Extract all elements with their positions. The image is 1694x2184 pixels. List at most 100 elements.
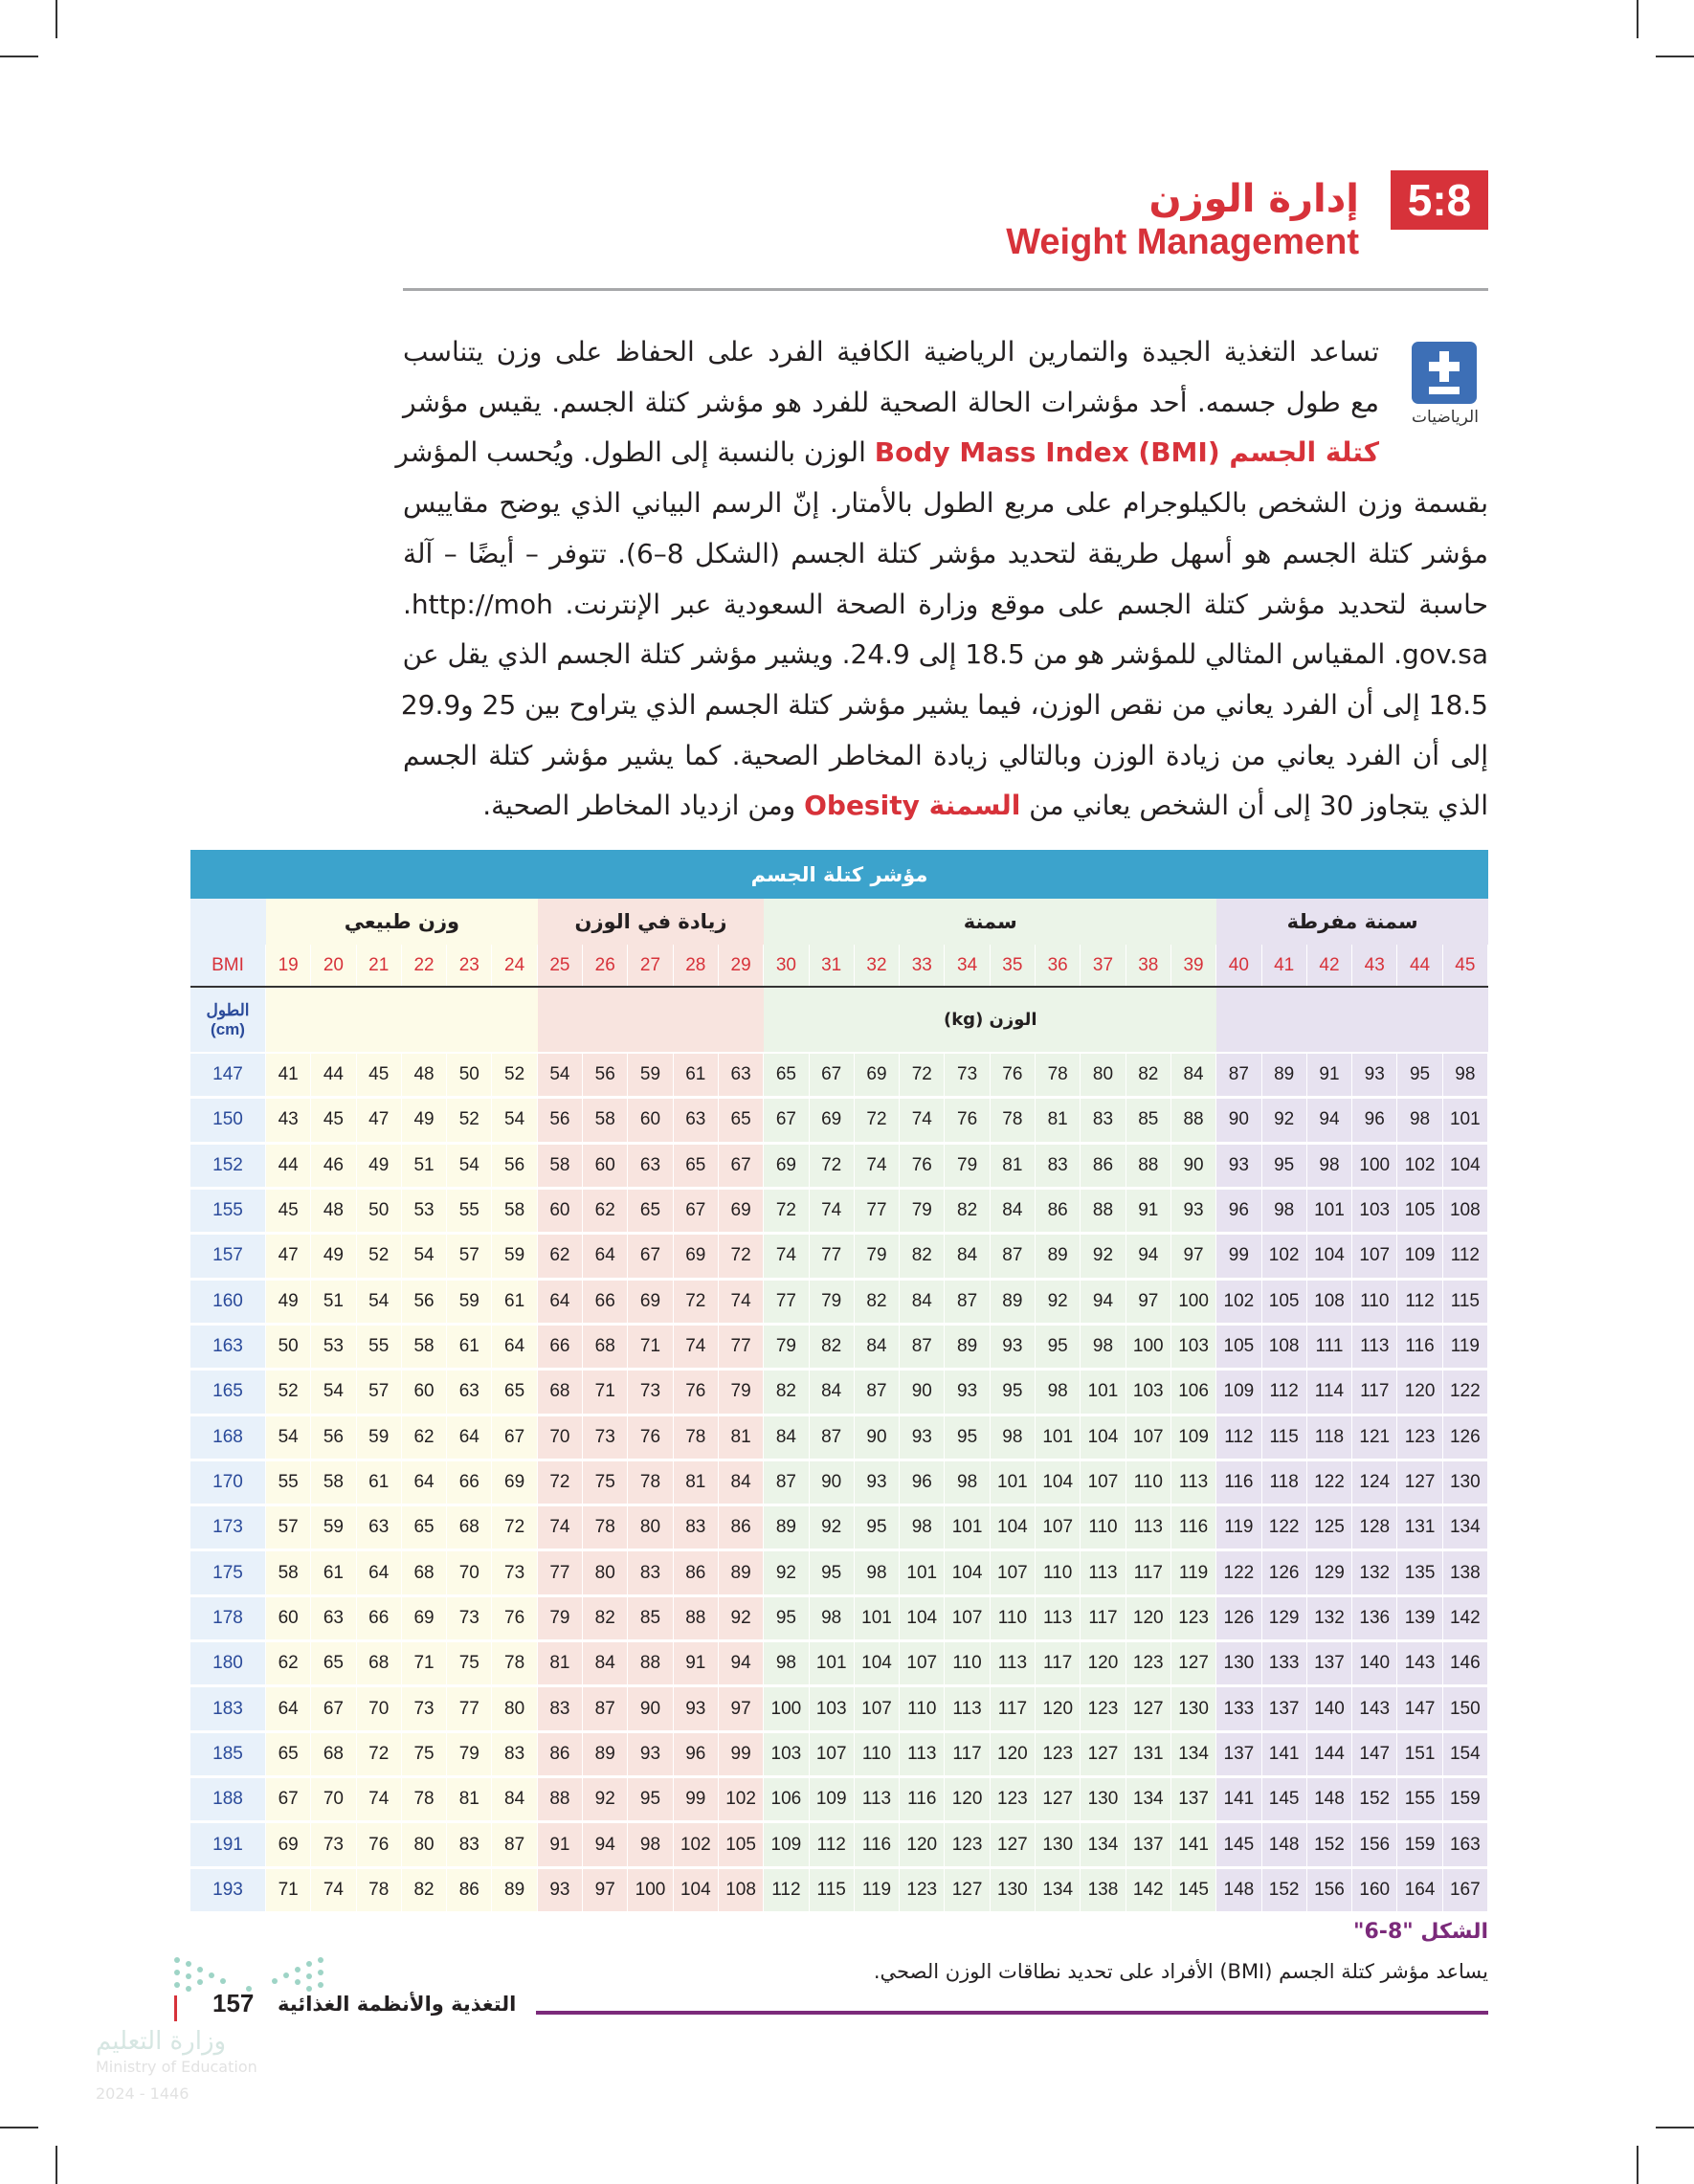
weight-value: 72	[854, 1099, 901, 1142]
weight-value: 50	[447, 1054, 493, 1097]
weight-value: 122	[1216, 1551, 1262, 1594]
bmi-value: 20	[311, 945, 357, 987]
weight-value: 88	[1081, 1189, 1126, 1233]
weight-value: 127	[1126, 1687, 1171, 1730]
weight-value: 97	[718, 1687, 765, 1730]
weight-value: 54	[537, 1054, 584, 1097]
weight-value: 95	[945, 1415, 991, 1459]
weight-value: 73	[311, 1823, 357, 1866]
weight-value: 104	[1036, 1460, 1081, 1504]
weight-value: 56	[401, 1280, 448, 1323]
logo-dot	[306, 1973, 312, 1979]
weight-value: 156	[1306, 1868, 1353, 1911]
weight-value: 120	[1081, 1642, 1126, 1685]
weight-value: 105	[1397, 1189, 1443, 1233]
weight-value: 93	[537, 1868, 584, 1911]
weight-value: 138	[1081, 1868, 1126, 1911]
weight-value: 139	[1397, 1596, 1443, 1640]
weight-value: 148	[1261, 1823, 1307, 1866]
weight-value: 130	[1036, 1823, 1081, 1866]
weight-value: 120	[1126, 1596, 1171, 1640]
weight-value: 67	[673, 1189, 719, 1233]
weight-value: 99	[1216, 1235, 1262, 1278]
weight-value: 69	[266, 1823, 312, 1866]
weight-value: 127	[990, 1823, 1036, 1866]
bmi-value: 25	[537, 945, 584, 987]
weight-value: 92	[583, 1778, 629, 1821]
weight-value: 61	[447, 1325, 493, 1369]
weight-value: 137	[1306, 1642, 1353, 1685]
weight-value: 100	[1170, 1280, 1217, 1323]
weight-value: 100	[628, 1868, 674, 1911]
height-value: 155	[190, 1189, 266, 1233]
weight-value: 73	[628, 1371, 674, 1414]
weight-value: 57	[266, 1506, 312, 1549]
weight-value: 122	[1306, 1460, 1353, 1504]
weight-value: 70	[537, 1415, 584, 1459]
weight-value: 67	[764, 1099, 810, 1142]
weight-value: 164	[1397, 1868, 1443, 1911]
height-value: 185	[190, 1732, 266, 1776]
weight-value: 112	[809, 1823, 855, 1866]
weight-value: 101	[809, 1642, 855, 1685]
weight-value: 59	[356, 1415, 402, 1459]
bmi-value: 29	[718, 945, 765, 987]
weight-value: 53	[311, 1325, 357, 1369]
weight-value: 113	[1081, 1551, 1126, 1594]
weight-value: 82	[854, 1280, 901, 1323]
weight-value: 62	[583, 1189, 629, 1233]
weight-value: 69	[492, 1460, 538, 1504]
weight-value: 44	[266, 1144, 312, 1187]
weight-value: 102	[673, 1823, 719, 1866]
weight-value: 68	[356, 1642, 402, 1685]
weight-value: 64	[537, 1280, 584, 1323]
weight-value: 78	[583, 1506, 629, 1549]
height-value: 191	[190, 1823, 266, 1866]
header-divider	[190, 986, 1488, 988]
weight-value: 116	[854, 1823, 901, 1866]
weight-value: 89	[1261, 1054, 1307, 1097]
ministry-name-english: Ministry of Education	[96, 2058, 257, 2076]
weight-value: 107	[1081, 1460, 1126, 1504]
text-segment: بقسمة وزن الشخص بالكيلوجرام على مربع الط…	[403, 487, 1488, 520]
weight-value: 69	[764, 1144, 810, 1187]
weight-value: 113	[990, 1642, 1036, 1685]
weight-value: 93	[1170, 1189, 1217, 1233]
section-title-arabic: إدارة الوزن	[1148, 177, 1360, 221]
weight-value: 141	[1261, 1732, 1307, 1776]
weight-value: 116	[900, 1778, 946, 1821]
weight-value: 145	[1261, 1778, 1307, 1821]
weight-value: 54	[311, 1371, 357, 1414]
weight-value: 120	[1397, 1371, 1443, 1414]
weight-value: 101	[1442, 1099, 1488, 1142]
weight-value: 113	[1036, 1596, 1081, 1640]
weight-value: 88	[673, 1596, 719, 1640]
text-segment: مع طول جسمه. أحد مؤشرات الحالة الصحية لل…	[403, 386, 1379, 418]
weight-value: 52	[492, 1054, 538, 1097]
weight-value: 87	[1216, 1054, 1262, 1097]
weight-value: 127	[1036, 1778, 1081, 1821]
bmi-value: 30	[764, 945, 810, 987]
weight-value: 80	[401, 1823, 448, 1866]
weight-value: 127	[1081, 1732, 1126, 1776]
category-3: سمنة مفرطة	[1216, 899, 1488, 945]
weight-value: 70	[356, 1687, 402, 1730]
weight-value: 91	[1126, 1189, 1171, 1233]
weight-value: 106	[764, 1778, 810, 1821]
height-value: 150	[190, 1099, 266, 1142]
weight-value: 81	[537, 1642, 584, 1685]
bmi-value: 37	[1081, 945, 1126, 987]
weight-value: 108	[1442, 1189, 1488, 1233]
weight-value: 104	[854, 1642, 901, 1685]
weight-value: 159	[1397, 1823, 1443, 1866]
weight-value: 104	[1306, 1235, 1353, 1278]
logo-dot	[186, 1961, 191, 1967]
weight-value: 104	[1442, 1144, 1488, 1187]
weight-value: 122	[1261, 1506, 1307, 1549]
weight-value: 83	[1036, 1144, 1081, 1187]
weight-value: 93	[854, 1460, 901, 1504]
weight-value: 49	[311, 1235, 357, 1278]
weight-value: 78	[492, 1642, 538, 1685]
weight-value: 70	[311, 1778, 357, 1821]
weight-value: 61	[673, 1054, 719, 1097]
